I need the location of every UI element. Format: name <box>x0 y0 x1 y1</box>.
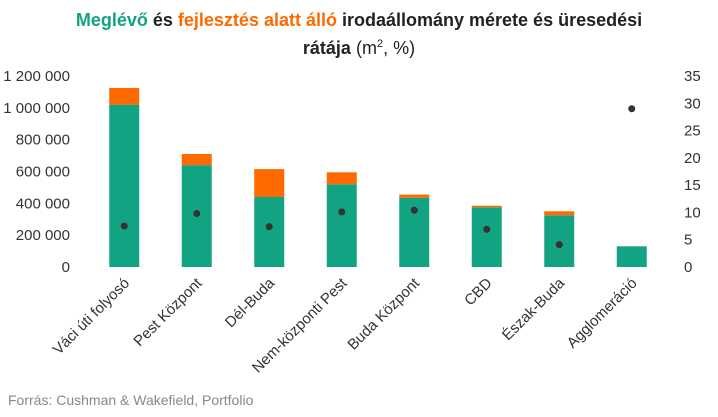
chart-title-line2: rátája (m2, %) <box>0 32 718 60</box>
y-right-tick-label: 25 <box>684 123 701 140</box>
bar-development <box>254 169 285 197</box>
x-category-label: Buda Központ <box>344 274 423 353</box>
y-right-tick-label: 5 <box>684 232 692 249</box>
y-right-tick-label: 0 <box>684 259 692 276</box>
vacancy-point <box>555 241 563 249</box>
y-left-tick-label: 200 000 <box>16 227 70 244</box>
bar-development <box>399 194 430 198</box>
title-unit-b: , %) <box>383 38 416 58</box>
vacancy-point <box>483 225 491 233</box>
bar-existing <box>109 104 140 268</box>
vacancy-point <box>410 206 418 214</box>
y-right-tick-label: 20 <box>684 150 701 167</box>
x-category-label: Észak-Buda <box>499 274 569 344</box>
title-rest: irodaállomány mérete és üresedési <box>336 10 643 30</box>
vacancy-point <box>193 210 201 218</box>
bar-existing <box>616 246 647 267</box>
y-right-tick-label: 30 <box>684 95 701 112</box>
vacancy-point <box>120 222 128 230</box>
y-left-tick-label: 1 200 000 <box>3 68 70 85</box>
x-category-label: Dél-Buda <box>222 274 279 331</box>
source-note: Forrás: Cushman & Wakefield, Portfolio <box>8 392 254 408</box>
x-category-label: Agglomeráció <box>564 275 641 352</box>
title-line2-bold: rátája <box>302 38 351 58</box>
y-right-tick-label: 15 <box>684 177 701 194</box>
title-unit-a: (m <box>350 38 377 58</box>
title-development: fejlesztés alatt álló <box>177 10 337 30</box>
y-left-tick-label: 800 000 <box>16 132 70 149</box>
x-category-label: Váci úti folyosó <box>50 275 133 358</box>
bar-existing <box>471 207 502 267</box>
bar-development <box>471 205 502 208</box>
x-category-label: Pest Központ <box>130 274 206 350</box>
y-right-tick-label: 35 <box>684 68 701 85</box>
vacancy-point <box>265 223 273 231</box>
vacancy-point <box>628 105 636 113</box>
chart-title-line1: Meglévő és fejlesztés alatt álló irodaál… <box>0 8 718 32</box>
x-category-label: CBD <box>461 275 496 310</box>
bar-development <box>109 87 140 105</box>
bar-development <box>326 172 357 185</box>
y-left-tick-label: 1 000 000 <box>3 100 70 117</box>
title-unit-sup: 2 <box>376 38 384 50</box>
y-left-tick-label: 400 000 <box>16 195 70 212</box>
y-left-tick-label: 0 <box>62 259 70 276</box>
y-left-tick-label: 600 000 <box>16 164 70 181</box>
bar-existing <box>254 196 285 267</box>
title-existing: Meglévő <box>75 10 148 30</box>
y-right-tick-label: 10 <box>684 204 701 221</box>
bar-existing <box>326 184 357 267</box>
title-and: és <box>147 10 178 30</box>
chart-title: Meglévő és fejlesztés alatt álló irodaál… <box>0 8 718 60</box>
vacancy-point <box>338 208 346 216</box>
bar-development <box>181 153 212 166</box>
bar-development <box>544 211 575 216</box>
